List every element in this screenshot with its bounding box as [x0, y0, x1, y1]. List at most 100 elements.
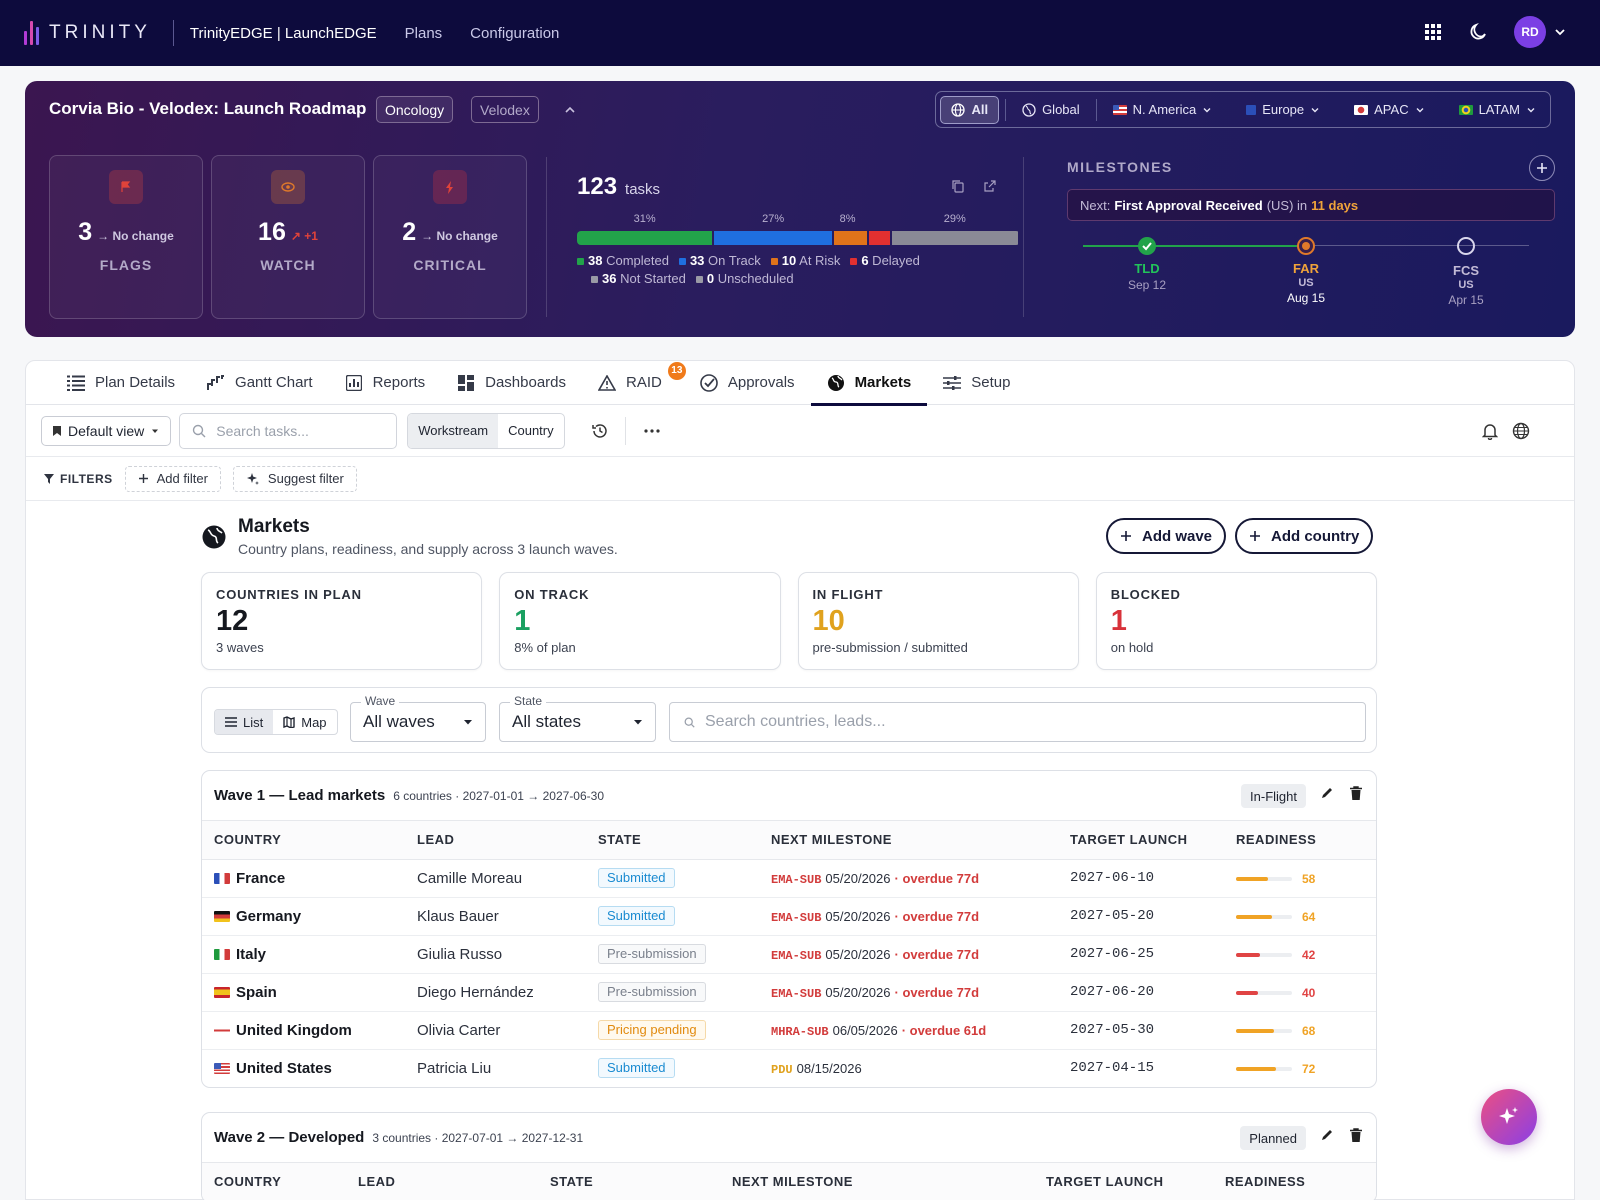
legend-item[interactable]: 6 Delayed: [850, 253, 920, 268]
trash-icon[interactable]: [1350, 786, 1362, 800]
legend-item[interactable]: 0 Unscheduled: [695, 271, 794, 286]
avatar[interactable]: RD: [1514, 16, 1546, 48]
column-header[interactable]: COUNTRY: [202, 1163, 346, 1200]
legend-item[interactable]: 10 At Risk: [770, 253, 840, 268]
country-search-input[interactable]: Search countries, leads...: [705, 713, 886, 730]
tab-plan-details[interactable]: Plan Details: [51, 361, 191, 405]
region-north-america[interactable]: N. America: [1103, 96, 1223, 124]
country-cell[interactable]: Italy: [202, 935, 405, 974]
edit-pencil-icon[interactable]: [1320, 1128, 1334, 1142]
tab-setup[interactable]: Setup: [927, 361, 1026, 405]
country-cell[interactable]: United Kingdom: [202, 1011, 405, 1050]
add-milestone-button[interactable]: [1529, 155, 1555, 181]
history-icon[interactable]: [591, 422, 609, 440]
column-header[interactable]: STATE: [538, 1163, 720, 1200]
tab-reports[interactable]: Reports: [329, 361, 442, 405]
column-header[interactable]: NEXT MILESTONE: [720, 1163, 1034, 1200]
region-global[interactable]: Global: [1012, 96, 1090, 124]
add-country-button[interactable]: Add country: [1235, 518, 1374, 554]
task-progress-bar[interactable]: [577, 231, 1020, 245]
copy-icon[interactable]: [951, 179, 965, 193]
country-cell[interactable]: Germany: [202, 897, 405, 936]
column-header[interactable]: READINESS: [1213, 1163, 1376, 1200]
group-by-country[interactable]: Country: [508, 423, 554, 438]
milestone-fcs-future-icon[interactable]: [1457, 237, 1475, 255]
column-header[interactable]: READINESS: [1224, 821, 1376, 860]
country-search[interactable]: Search countries, leads...: [669, 702, 1366, 742]
country-cell[interactable]: France: [202, 859, 405, 898]
legend-item[interactable]: 36 Not Started: [591, 271, 686, 286]
suggest-filter-button[interactable]: Suggest filter: [232, 465, 357, 492]
tab-gantt-chart[interactable]: Gantt Chart: [191, 361, 329, 405]
column-header[interactable]: TARGET LAUNCH: [1034, 1163, 1213, 1200]
legend-item[interactable]: 38 Completed: [577, 253, 669, 268]
external-link-icon[interactable]: [983, 179, 997, 193]
ai-assistant-button[interactable]: [1481, 1089, 1537, 1145]
chip-product[interactable]: Velodex: [471, 96, 539, 123]
column-header[interactable]: STATE: [586, 821, 759, 860]
edit-pencil-icon[interactable]: [1320, 786, 1334, 800]
collapse-chevron-icon[interactable]: [564, 104, 576, 116]
column-header[interactable]: NEXT MILESTONE: [759, 821, 1058, 860]
list-view-button[interactable]: List: [215, 710, 274, 734]
stat-card-flags[interactable]: 3 → No change FLAGS: [49, 155, 203, 319]
stat-card-watch[interactable]: 16 ↗ +1 WATCH: [211, 155, 365, 319]
table-row[interactable]: Italy Giulia Russo Pre-submission EMA-SUB 05…: [202, 935, 1376, 974]
region-latam[interactable]: LATAM: [1449, 96, 1546, 124]
view-selector[interactable]: Default view: [41, 415, 172, 446]
chip-therapeutic-area[interactable]: Oncology: [376, 96, 454, 123]
kpi-card-in-flight[interactable]: IN FLIGHT 10 pre-submission / submitted: [797, 572, 1079, 670]
language-globe-icon[interactable]: [1512, 422, 1530, 440]
column-header[interactable]: TARGET LAUNCH: [1058, 821, 1224, 860]
trinity-logo[interactable]: TRINITY: [24, 21, 151, 45]
milestone-far-current-icon[interactable]: [1297, 237, 1315, 255]
progress-segment[interactable]: [869, 231, 890, 245]
stat-card-critical[interactable]: 2 → No change CRITICAL: [373, 155, 527, 319]
country-cell[interactable]: United States: [202, 1049, 405, 1087]
tab-approvals[interactable]: Approvals: [684, 361, 811, 405]
apps-grid-icon[interactable]: [1424, 23, 1442, 41]
group-by-workstream[interactable]: Workstream: [408, 413, 499, 448]
milestone-tld-check-icon[interactable]: [1138, 237, 1156, 255]
region-all[interactable]: All: [940, 95, 1000, 124]
table-row[interactable]: France Camille Moreau Submitted EMA-SUB 05/2…: [202, 859, 1376, 898]
add-wave-button[interactable]: Add wave: [1106, 518, 1227, 554]
region-apac[interactable]: APAC: [1344, 96, 1434, 124]
add-filter-button[interactable]: Add filter: [124, 465, 221, 492]
progress-segment[interactable]: [577, 231, 713, 245]
kpi-card-on-track[interactable]: ON TRACK 1 8% of plan: [499, 572, 781, 670]
table-row[interactable]: Spain Diego Hernández Pre-submission EMA-SU…: [202, 973, 1376, 1012]
product-name[interactable]: TrinityEDGE | LaunchEDGE: [189, 24, 377, 42]
moon-icon[interactable]: [1468, 22, 1488, 42]
kpi-card-countries-in-plan[interactable]: COUNTRIES IN PLAN 12 3 waves: [201, 572, 483, 670]
more-options-icon[interactable]: [644, 428, 660, 433]
nav-link-configuration[interactable]: Configuration: [470, 24, 560, 42]
tab-markets[interactable]: Markets: [810, 361, 928, 406]
task-search[interactable]: Search tasks...: [179, 412, 398, 449]
chevron-down-icon[interactable]: [1554, 26, 1566, 38]
state-select[interactable]: State All states: [499, 694, 656, 742]
tab-raid[interactable]: RAID 13: [582, 361, 686, 405]
table-row[interactable]: United States Patricia Liu Submitted PDU 08/…: [202, 1049, 1376, 1087]
column-header[interactable]: LEAD: [346, 1163, 538, 1200]
progress-segment[interactable]: [891, 231, 1018, 245]
progress-segment[interactable]: [833, 231, 868, 245]
column-header[interactable]: COUNTRY: [202, 821, 405, 860]
wave-select[interactable]: Wave All waves: [350, 694, 486, 742]
table-row[interactable]: Germany Klaus Bauer Submitted EMA-SUB 05/20/…: [202, 897, 1376, 936]
next-milestone-banner[interactable]: Next: First Approval Received (US) in 11…: [1067, 189, 1555, 221]
trash-icon[interactable]: [1350, 1128, 1362, 1142]
nav-link-plans[interactable]: Plans: [404, 24, 443, 42]
legend-item[interactable]: 33 On Track: [678, 253, 761, 268]
region-europe[interactable]: Europe: [1236, 96, 1330, 124]
column-header[interactable]: LEAD: [405, 821, 586, 860]
user-menu[interactable]: RD: [1514, 16, 1566, 48]
bell-icon[interactable]: [1482, 422, 1498, 440]
progress-segment[interactable]: [714, 231, 832, 245]
tab-dashboards[interactable]: Dashboards: [441, 361, 582, 405]
table-row[interactable]: United Kingdom Olivia Carter Pricing pendi…: [202, 1011, 1376, 1050]
country-cell[interactable]: Spain: [202, 973, 405, 1012]
map-view-button[interactable]: Map: [273, 710, 336, 734]
task-search-input[interactable]: Search tasks...: [216, 422, 309, 439]
kpi-card-blocked[interactable]: BLOCKED 1 on hold: [1095, 572, 1377, 670]
